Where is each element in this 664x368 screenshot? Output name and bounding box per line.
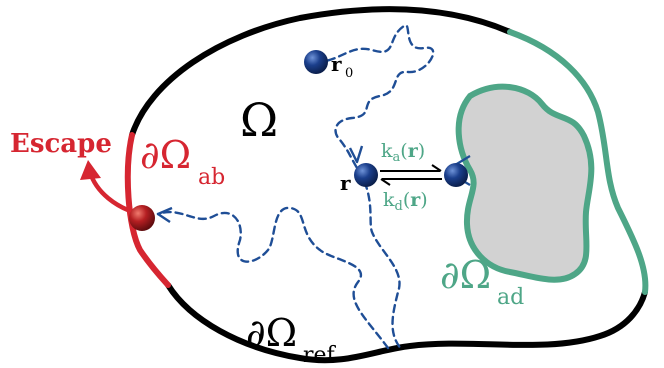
adsorbing-boundary-sub: ad — [497, 285, 524, 310]
reflecting-boundary-bottom — [165, 282, 648, 364]
adsorbed-particle — [444, 163, 468, 187]
absorbed-particle-red — [129, 205, 155, 231]
adsorbing-obstacle — [455, 83, 595, 283]
escape-walk-path — [156, 206, 390, 350]
position-particle — [354, 163, 378, 187]
escape-arrowhead — [80, 160, 101, 180]
desorption-rate-label: kd(r) — [383, 189, 428, 214]
escape-label: Escape — [10, 129, 112, 159]
absorbing-boundary-sub: ab — [198, 165, 225, 190]
escape-walk-arrowhead — [156, 206, 173, 223]
position-label: r — [340, 171, 351, 195]
absorbing-boundary — [124, 132, 171, 288]
start-label: r — [331, 52, 342, 76]
random-walk-arrowhead — [348, 145, 364, 164]
start-particle — [304, 50, 328, 74]
absorbing-boundary-label: ∂Ω — [140, 133, 191, 177]
reflecting-boundary-sub: ref — [303, 343, 337, 368]
domain-label: Ω — [240, 93, 278, 147]
adsorbing-boundary-label: ∂Ω — [440, 253, 491, 297]
random-walk-path — [314, 24, 435, 352]
adsorption-rate-label: ka(r) — [381, 140, 425, 165]
reflecting-boundary-top — [129, 6, 513, 138]
reversible-reaction-arrows — [380, 164, 442, 186]
adsorbing-outer-boundary — [507, 29, 649, 295]
start-label-sub: 0 — [345, 66, 353, 81]
reflecting-boundary-label: ∂Ω — [246, 311, 297, 355]
